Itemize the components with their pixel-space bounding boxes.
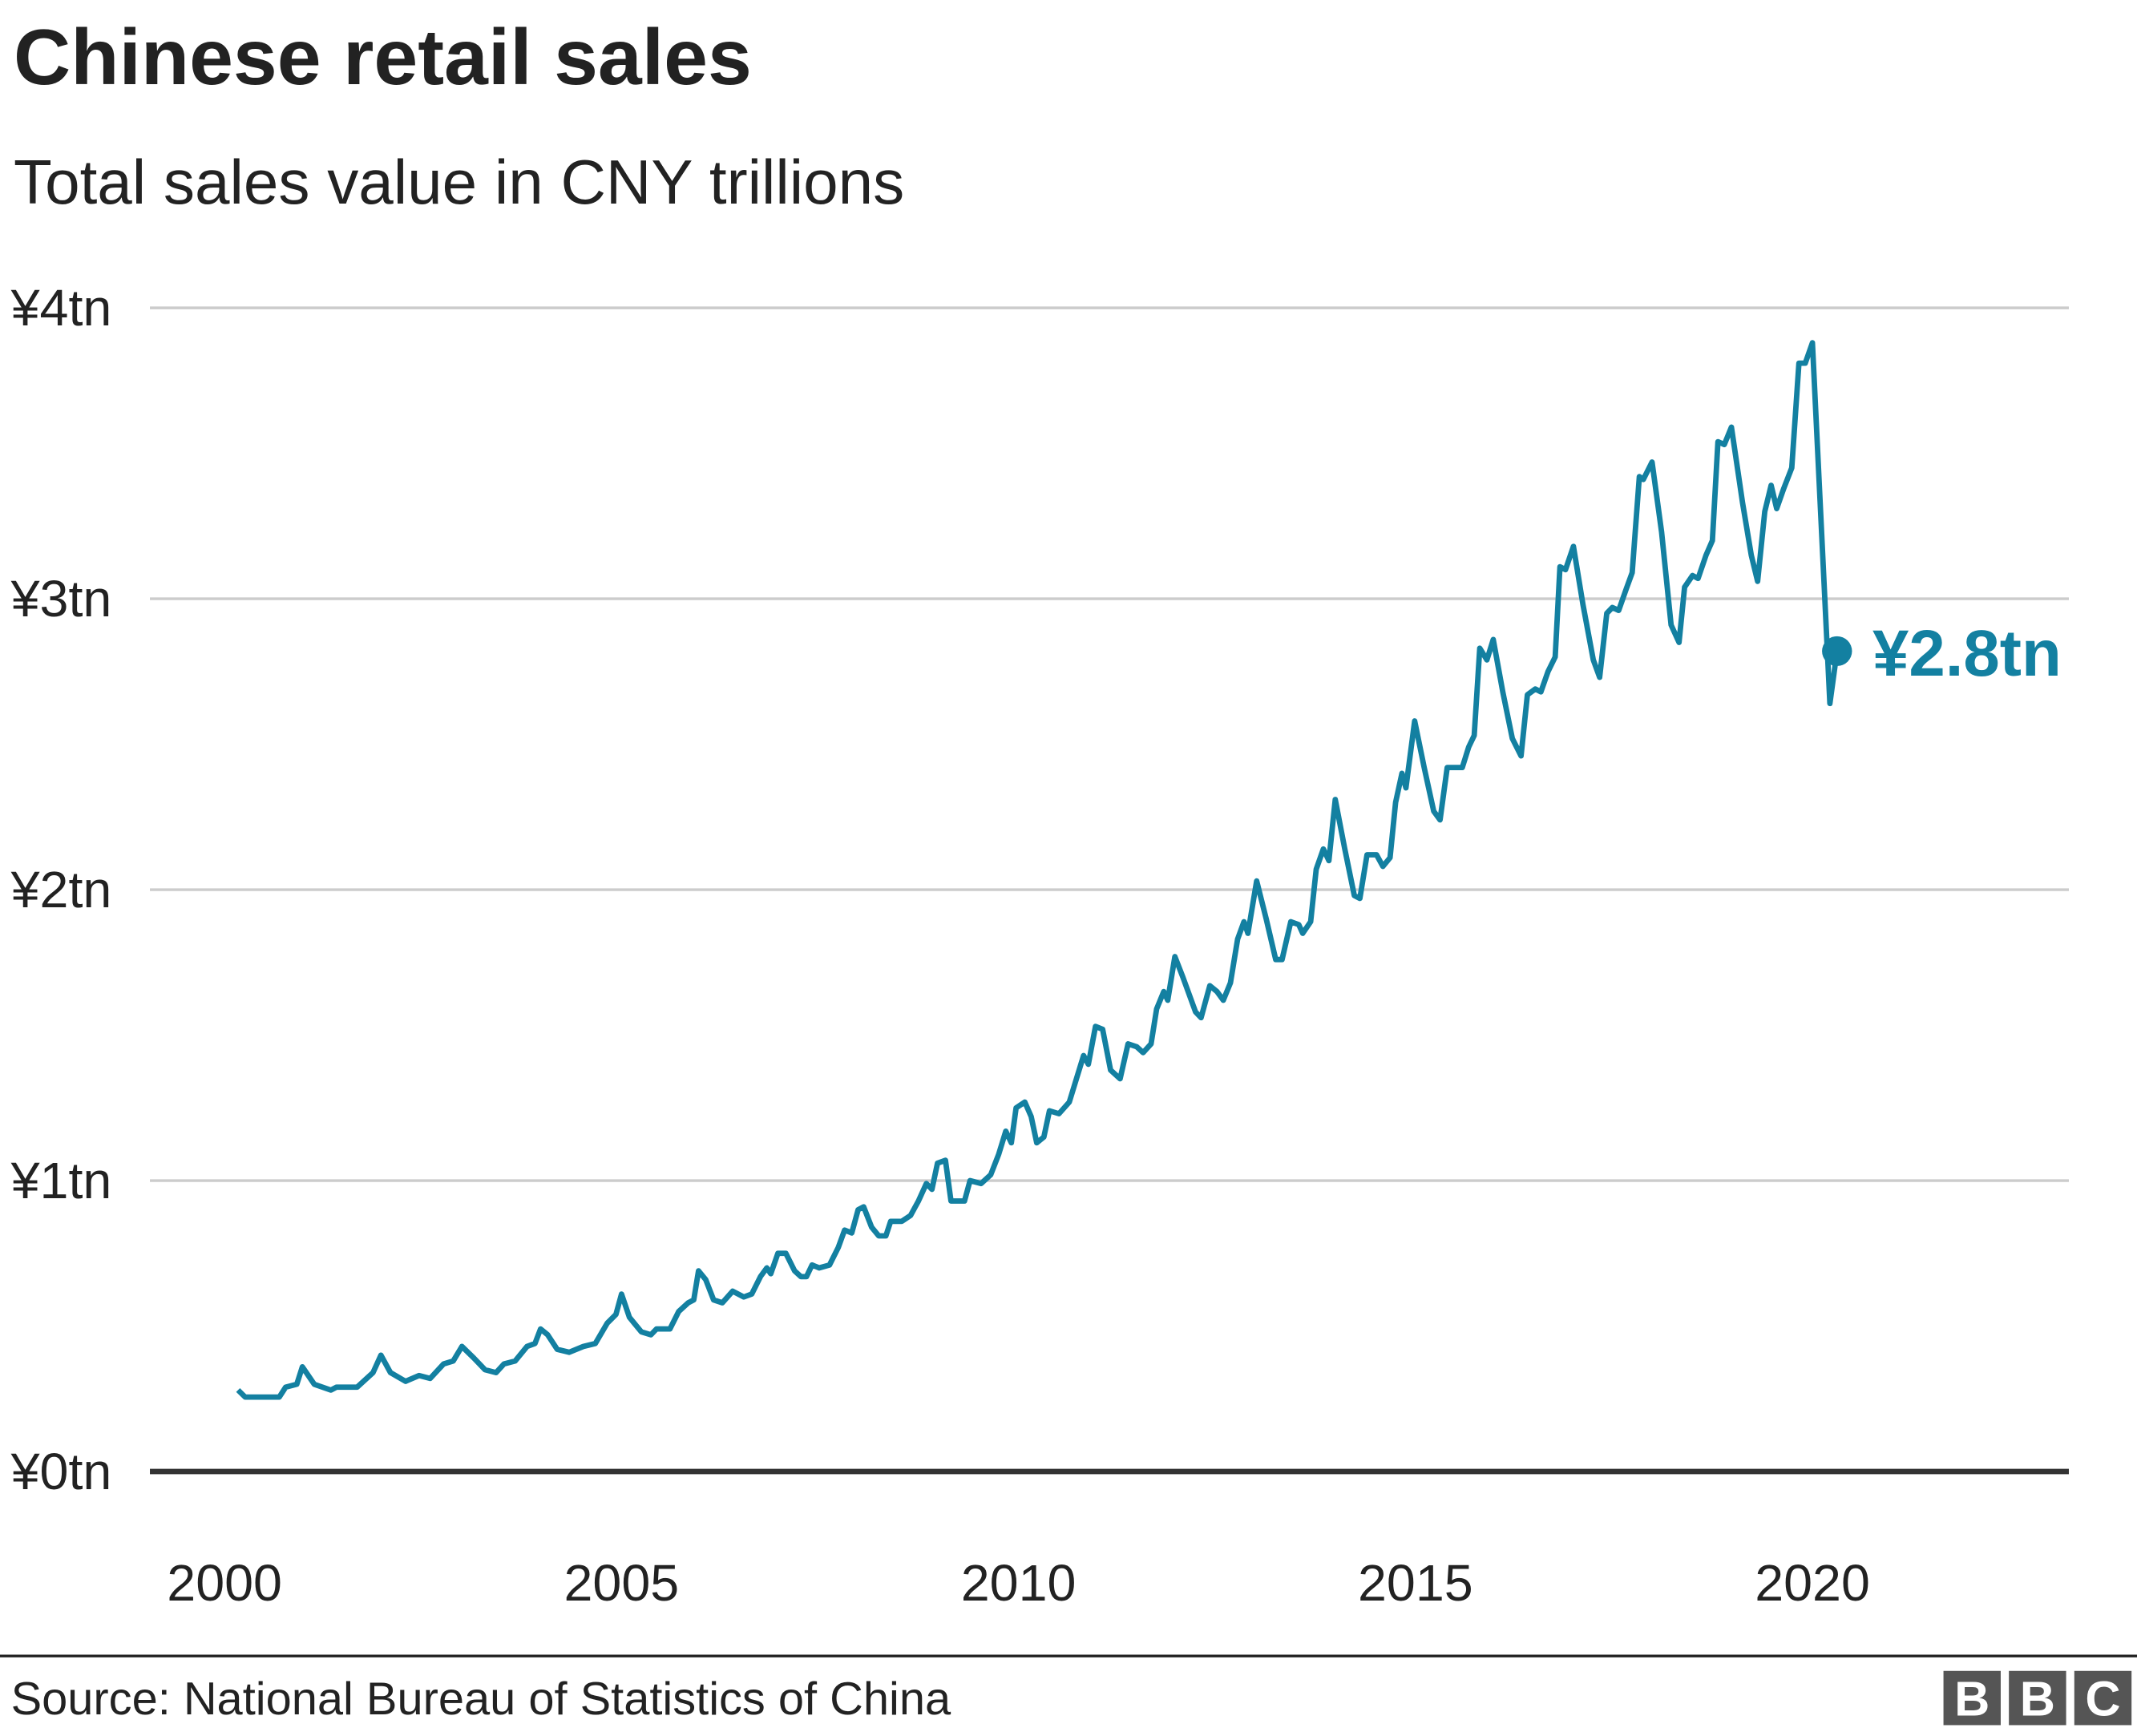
- line-series: [236, 340, 1840, 1400]
- chart-subtitle: Total sales value in CNY trillions: [14, 147, 904, 217]
- chart-title: Chinese retail sales: [14, 13, 752, 101]
- logo-letter: B: [2020, 1672, 2055, 1726]
- x-tick-label: 2005: [564, 1554, 680, 1612]
- y-tick-label: ¥4tn: [10, 279, 112, 337]
- x-tick-label: 2010: [961, 1554, 1077, 1612]
- x-tick-label: 2000: [167, 1554, 282, 1612]
- x-tick-label: 2020: [1755, 1554, 1870, 1612]
- x-tick-label: 2015: [1358, 1554, 1473, 1612]
- logo-block: [2074, 1670, 2132, 1726]
- y-tick-label: ¥2tn: [10, 861, 112, 918]
- y-tick-label: ¥1tn: [10, 1152, 112, 1209]
- y-tick-label: ¥0tn: [10, 1443, 112, 1500]
- source: Source: National Bureau of Statistics of…: [11, 1673, 951, 1725]
- end-point: [1822, 636, 1852, 667]
- y-tick-label: ¥3tn: [10, 570, 112, 628]
- annotation: ¥2.8tn: [1872, 617, 2062, 690]
- logo-letter: C: [2085, 1672, 2120, 1726]
- logo-block: [2009, 1670, 2066, 1726]
- logo-block: [1943, 1670, 2001, 1726]
- logo-letter: B: [1954, 1672, 1990, 1726]
